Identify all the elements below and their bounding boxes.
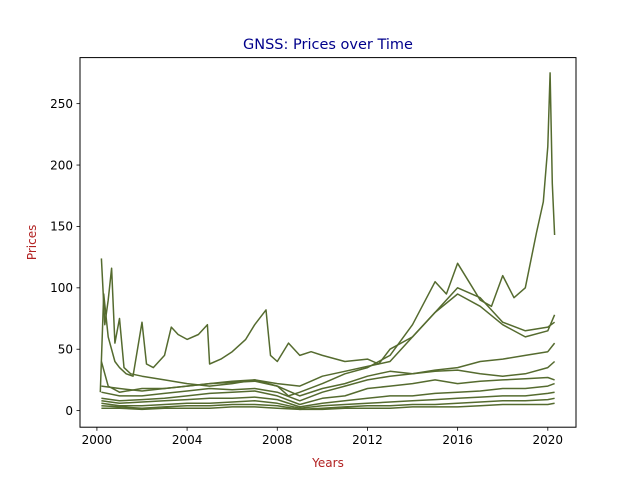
x-tick-label: 2012	[352, 433, 383, 447]
plot-frame	[79, 57, 577, 428]
y-tick-label: 200	[50, 158, 73, 172]
x-tick-label: 2020	[533, 433, 564, 447]
x-tick-label: 2000	[82, 433, 113, 447]
x-axis-label: Years	[311, 456, 344, 470]
y-tick-label: 100	[50, 281, 73, 295]
chart-title: GNSS: Prices over Time	[243, 37, 413, 53]
series-line-2	[100, 72, 556, 397]
x-tick-label: 2004	[172, 433, 203, 447]
y-axis-label: Prices	[25, 225, 39, 261]
x-tick-label: 2016	[442, 433, 473, 447]
series-line-6	[101, 376, 555, 406]
series-line-7	[101, 382, 555, 408]
y-tick-label: 0	[65, 404, 73, 418]
series-line-3	[100, 293, 556, 393]
y-axis: 0 50 100 150 200 250	[50, 97, 80, 418]
y-tick-label: 250	[50, 97, 73, 111]
series-line-4	[101, 342, 556, 397]
series-line-8	[101, 391, 555, 409]
series-line-5	[101, 360, 556, 402]
x-tick-label: 2008	[262, 433, 293, 447]
y-tick-label: 50	[58, 343, 73, 357]
series-line-10	[101, 402, 555, 411]
y-tick-label: 150	[50, 220, 73, 234]
series-layer	[99, 72, 556, 411]
series-line-9	[101, 397, 555, 411]
x-axis: 2000 2004 2008 2012 2016 2020	[82, 427, 563, 447]
